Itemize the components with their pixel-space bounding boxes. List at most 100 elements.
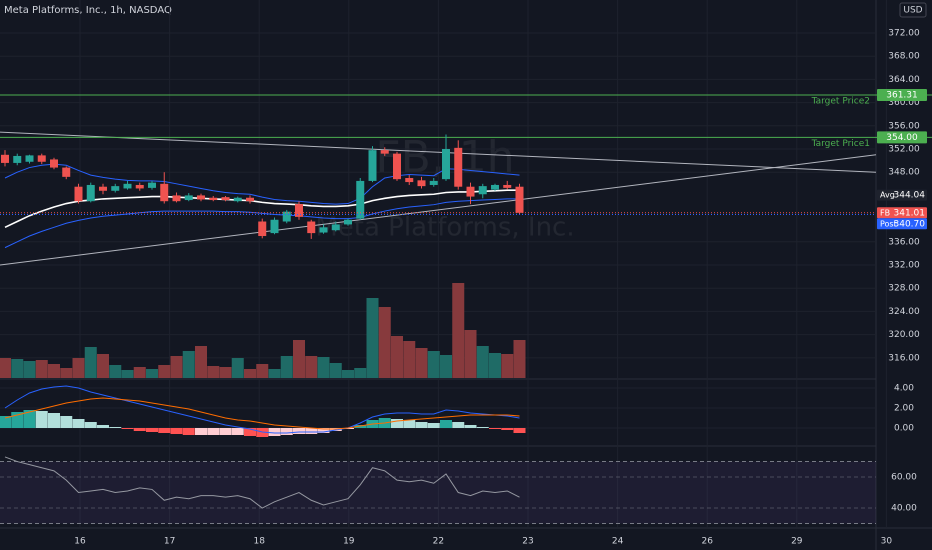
candle-body	[233, 197, 242, 202]
candle-body	[99, 186, 107, 191]
y-tick-label: 320.00	[888, 330, 920, 340]
volume-bar	[366, 298, 379, 378]
macd-histogram-bar	[48, 413, 60, 428]
macd-histogram-bar	[121, 428, 134, 429]
volume-bar	[84, 347, 97, 378]
macd-histogram-bar	[97, 425, 109, 428]
y-tick-label: 372.00	[888, 29, 920, 39]
volume-bar	[427, 351, 440, 378]
volume-bar	[342, 370, 354, 378]
trend-line	[0, 154, 877, 266]
candle-body	[331, 224, 340, 231]
candle-body	[393, 153, 401, 180]
candle-body	[466, 186, 475, 197]
y-tick-label: 336.00	[888, 237, 920, 247]
macd-histogram-bar	[23, 410, 36, 428]
candle-body	[74, 186, 83, 202]
volume-bar	[378, 307, 391, 378]
candle-body	[86, 184, 95, 202]
y-tick-label: 2.00	[894, 404, 914, 414]
candle-body	[429, 180, 438, 185]
candle-body	[1, 154, 9, 163]
candle-body	[344, 219, 352, 225]
volume-bar	[476, 346, 489, 378]
macd-histogram-bar	[317, 428, 330, 433]
macd-histogram-bar	[35, 411, 48, 428]
volume-bar	[35, 360, 48, 378]
candle-body	[380, 150, 389, 154]
volume-bar	[513, 340, 526, 378]
volume-bar	[305, 356, 318, 378]
macd-histogram-bar	[293, 428, 305, 434]
volume-bar	[23, 361, 36, 378]
macd-histogram-bar	[219, 428, 232, 435]
macd-histogram-bar	[452, 422, 465, 428]
candle-body	[123, 183, 132, 189]
volume-bar	[415, 348, 428, 378]
y-tick-label: 4.00	[894, 384, 914, 394]
macd-histogram-bar	[464, 425, 477, 428]
volume-bar	[293, 340, 305, 378]
x-tick-label: 29	[791, 537, 803, 547]
price-tag	[877, 131, 927, 144]
y-tick-label: 348.00	[888, 168, 920, 178]
macd-histogram-bar	[244, 428, 256, 436]
volume-bar	[501, 354, 514, 378]
price-tag	[877, 89, 927, 102]
candle-body	[62, 167, 71, 177]
y-tick-label: 316.00	[888, 353, 920, 363]
price-tag-name: FB	[880, 208, 890, 217]
volume-bar	[280, 356, 293, 378]
price-tag-label: 361.31	[886, 91, 918, 101]
volume-bar	[403, 341, 416, 378]
candle-body	[282, 211, 291, 222]
candle-body	[417, 180, 426, 187]
price-tag-label: 354.00	[886, 133, 918, 143]
y-tick-label: 40.00	[891, 504, 917, 514]
macd-histogram-bar	[476, 427, 489, 428]
macd-histogram-bar	[427, 423, 440, 428]
y-tick-label: 356.00	[888, 121, 920, 131]
macd-histogram-bar	[489, 428, 501, 429]
macd-histogram-bar	[60, 416, 73, 428]
volume-bar	[48, 364, 60, 378]
candle-body	[197, 195, 205, 200]
candle-body	[503, 184, 512, 188]
x-tick-label: 16	[74, 537, 86, 547]
volume-bar	[244, 369, 256, 378]
volume-bar	[133, 367, 146, 378]
volume-bar	[452, 283, 465, 378]
candle-body	[111, 186, 120, 191]
volume-bar	[391, 336, 403, 378]
candle-body	[246, 197, 254, 202]
volume-bar	[0, 358, 11, 378]
price-tag	[877, 218, 927, 230]
macd-histogram-bar	[0, 416, 11, 428]
volume-bar	[170, 356, 183, 378]
macd-histogram-bar	[280, 428, 293, 435]
candle-body	[184, 195, 193, 201]
candle-body	[221, 197, 230, 201]
rsi-line	[4, 456, 520, 509]
x-tick-label: 22	[433, 537, 444, 547]
price-tag	[877, 207, 927, 219]
y-tick-label: 324.00	[888, 307, 920, 317]
macd-histogram-bar	[415, 422, 428, 428]
macd-histogram-bar	[513, 428, 526, 433]
y-tick-label: 332.00	[888, 261, 920, 271]
currency-box	[899, 2, 927, 18]
candle-body	[135, 184, 144, 189]
target-level-name: Target Price1	[811, 139, 870, 149]
candle-body	[209, 197, 218, 201]
candle-body	[160, 183, 169, 202]
macd-histogram-bar	[133, 428, 146, 431]
chart-title: Meta Platforms, Inc., 1h, NASDAQ	[4, 5, 172, 16]
candle-body	[148, 182, 156, 188]
macd-histogram-bar	[72, 419, 85, 428]
y-tick-label: 368.00	[888, 52, 920, 62]
candle-body	[491, 184, 499, 190]
x-tick-label: 24	[612, 537, 624, 547]
macd-line	[4, 385, 520, 434]
